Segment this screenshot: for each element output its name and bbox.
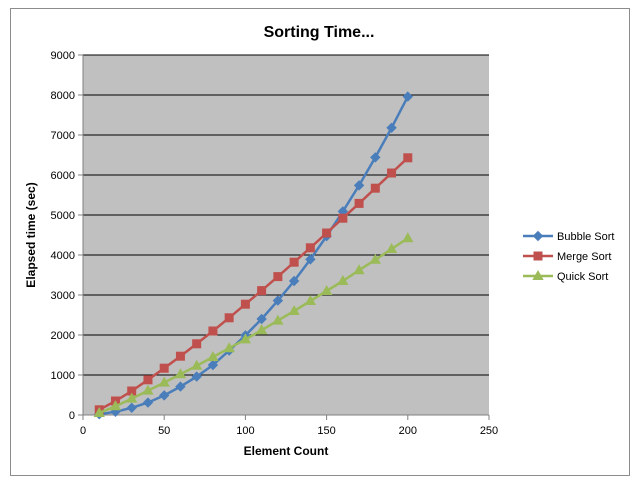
legend-label-merge-sort: Merge Sort: [557, 251, 611, 263]
legend-marker-merge-sort: [533, 251, 543, 261]
y-tick-label: 5000: [51, 210, 75, 222]
data-point-bubble-sort: [142, 397, 154, 408]
data-point-merge-sort: [354, 198, 364, 208]
series-layer: [93, 91, 414, 420]
data-point-quick-sort: [304, 294, 317, 305]
data-point-bubble-sort: [288, 275, 300, 287]
y-tick-labels: 0 1000 2000 3000 4000 5000 6000 7000 8000 9000: [51, 50, 75, 422]
legend-item-bubble-sort: Bubble Sort: [523, 230, 614, 243]
x-tick-label: 100: [236, 425, 254, 437]
data-point-bubble-sort: [256, 313, 267, 325]
chart: Sorting Time... 010002000300040005000600…: [24, 24, 614, 458]
data-point-merge-sort: [224, 313, 234, 323]
data-point-quick-sort: [126, 392, 138, 403]
data-point-bubble-sort: [126, 402, 137, 414]
series-quick-sort: [93, 232, 414, 417]
chart-frame: Sorting Time... 0 1000 2000 3000 4000 5000 600…: [10, 8, 630, 476]
legend: Bubble Sort Merge Sort Quick Sort: [523, 230, 614, 283]
y-tick-label: 0: [69, 410, 75, 422]
series-bubble-sort: [94, 91, 414, 420]
legend-label-quick-sort: Quick Sort: [557, 271, 608, 283]
data-point-merge-sort: [208, 326, 218, 336]
legend-marker-bubble-sort: [532, 230, 544, 242]
x-axis-title: Element Count: [244, 444, 329, 458]
data-point-merge-sort: [305, 243, 315, 253]
data-point-merge-sort: [403, 153, 413, 163]
data-point-quick-sort: [288, 304, 300, 315]
data-point-bubble-sort: [353, 180, 365, 191]
data-point-quick-sort: [207, 350, 219, 361]
data-point-bubble-sort: [175, 381, 186, 392]
y-tick-label: 1000: [51, 370, 75, 382]
data-point-quick-sort: [369, 253, 381, 264]
data-point-quick-sort: [337, 274, 349, 285]
data-point-merge-sort: [289, 257, 299, 267]
data-point-merge-sort: [257, 286, 267, 296]
y-tick-label: 6000: [51, 170, 75, 182]
y-tick-label: 2000: [51, 330, 75, 342]
data-point-bubble-sort: [402, 91, 414, 102]
x-tick-label: 200: [399, 425, 417, 437]
x-tick-label: 50: [158, 425, 170, 437]
y-tick-label: 4000: [51, 250, 75, 262]
data-point-quick-sort: [320, 284, 333, 295]
x-tick-labels: 0 50 100 150 200 250: [80, 425, 498, 437]
data-point-merge-sort: [175, 351, 185, 361]
data-point-quick-sort: [402, 232, 414, 243]
data-point-quick-sort: [223, 342, 235, 353]
data-point-quick-sort: [174, 368, 187, 379]
data-point-bubble-sort: [386, 122, 397, 134]
data-point-quick-sort: [93, 406, 105, 417]
x-tick-label: 150: [317, 425, 335, 437]
data-point-bubble-sort: [207, 359, 219, 371]
data-point-quick-sort: [272, 314, 284, 325]
data-point-merge-sort: [338, 213, 348, 223]
data-point-merge-sort: [143, 375, 153, 385]
data-point-bubble-sort: [305, 254, 316, 265]
data-point-quick-sort: [142, 384, 154, 395]
data-point-quick-sort: [255, 324, 268, 335]
data-point-quick-sort: [239, 333, 252, 344]
data-point-bubble-sort: [370, 152, 381, 163]
y-tick-label: 9000: [51, 50, 75, 62]
gridlines: [83, 54, 489, 376]
data-point-merge-sort: [273, 272, 283, 282]
data-point-quick-sort: [353, 264, 365, 275]
legend-label-bubble-sort: Bubble Sort: [557, 231, 614, 243]
chart-title: Sorting Time...: [264, 24, 375, 41]
data-point-quick-sort: [191, 359, 203, 370]
legend-marker-quick-sort: [532, 269, 544, 280]
data-point-bubble-sort: [158, 390, 170, 401]
y-tick-label: 3000: [51, 290, 75, 302]
axes: [78, 54, 490, 420]
data-point-merge-sort: [370, 183, 380, 193]
data-point-bubble-sort: [191, 371, 202, 382]
y-tick-label: 7000: [51, 130, 75, 142]
data-point-quick-sort: [109, 400, 122, 411]
plot-area: [83, 55, 489, 415]
x-tick-label: 250: [480, 425, 498, 437]
data-point-quick-sort: [385, 242, 398, 253]
data-point-merge-sort: [192, 339, 202, 349]
y-axis-title: Elapsed time (sec): [24, 182, 38, 287]
legend-item-merge-sort: Merge Sort: [523, 251, 611, 263]
x-tick-label: 0: [80, 425, 86, 437]
data-point-merge-sort: [159, 363, 169, 373]
data-point-bubble-sort: [272, 295, 284, 306]
legend-item-quick-sort: Quick Sort: [523, 269, 608, 283]
y-tick-label: 8000: [51, 90, 75, 102]
data-point-quick-sort: [158, 376, 170, 387]
data-point-merge-sort: [387, 168, 397, 178]
data-point-merge-sort: [322, 228, 332, 238]
data-point-merge-sort: [240, 299, 250, 309]
